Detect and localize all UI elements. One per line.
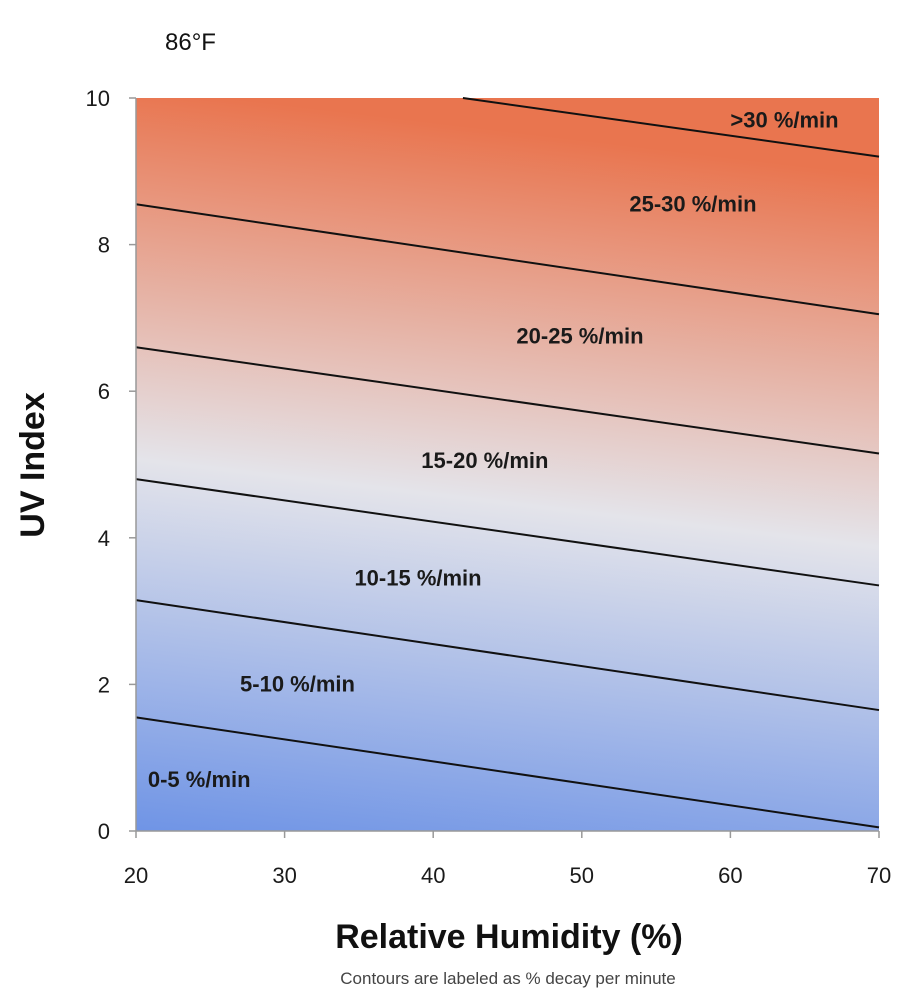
region-label: 10-15 %/min bbox=[354, 565, 481, 590]
x-tick-label: 20 bbox=[124, 863, 148, 888]
plot-area bbox=[136, 98, 879, 831]
contour-line-20 bbox=[135, 346, 880, 455]
x-axis-label: Relative Humidity (%) bbox=[335, 918, 683, 956]
y-tick-label: 0 bbox=[98, 819, 110, 844]
region-labels: 0-5 %/min 5-10 %/min 10-15 %/min 15-20 %/mi… bbox=[148, 107, 839, 792]
axes bbox=[135, 98, 879, 832]
x-tick-label: 40 bbox=[421, 863, 445, 888]
chart-title: 86°F bbox=[165, 29, 216, 56]
y-tick-label: 10 bbox=[86, 86, 110, 111]
contour-line-25 bbox=[135, 203, 880, 316]
x-tick-label: 30 bbox=[272, 863, 296, 888]
region-label: 15-20 %/min bbox=[421, 448, 548, 473]
footnote: Contours are labeled as % decay per minu… bbox=[340, 969, 675, 988]
contour-line-10 bbox=[135, 599, 880, 712]
x-tick-labels: 20 30 40 50 60 70 bbox=[124, 831, 891, 888]
region-label: 0-5 %/min bbox=[148, 767, 251, 792]
y-axis-label: UV Index bbox=[14, 392, 52, 538]
y-tick-label: 4 bbox=[98, 526, 110, 551]
y-tick-label: 2 bbox=[98, 672, 110, 697]
x-tick-label: 60 bbox=[718, 863, 742, 888]
x-tick-label: 50 bbox=[570, 863, 594, 888]
x-tick-label: 70 bbox=[867, 863, 891, 888]
y-tick-label: 8 bbox=[98, 233, 110, 258]
contour-line-5 bbox=[135, 716, 880, 829]
region-label: 25-30 %/min bbox=[629, 192, 756, 217]
contour-line-15 bbox=[135, 478, 880, 587]
region-label: >30 %/min bbox=[730, 107, 838, 132]
region-label: 5-10 %/min bbox=[240, 672, 355, 697]
y-tick-label: 6 bbox=[98, 379, 110, 404]
contour-line-30 bbox=[462, 97, 880, 158]
region-label: 20-25 %/min bbox=[516, 324, 643, 349]
contour-lines bbox=[135, 97, 880, 829]
y-tick-labels: 0 2 4 6 8 10 bbox=[86, 86, 136, 844]
